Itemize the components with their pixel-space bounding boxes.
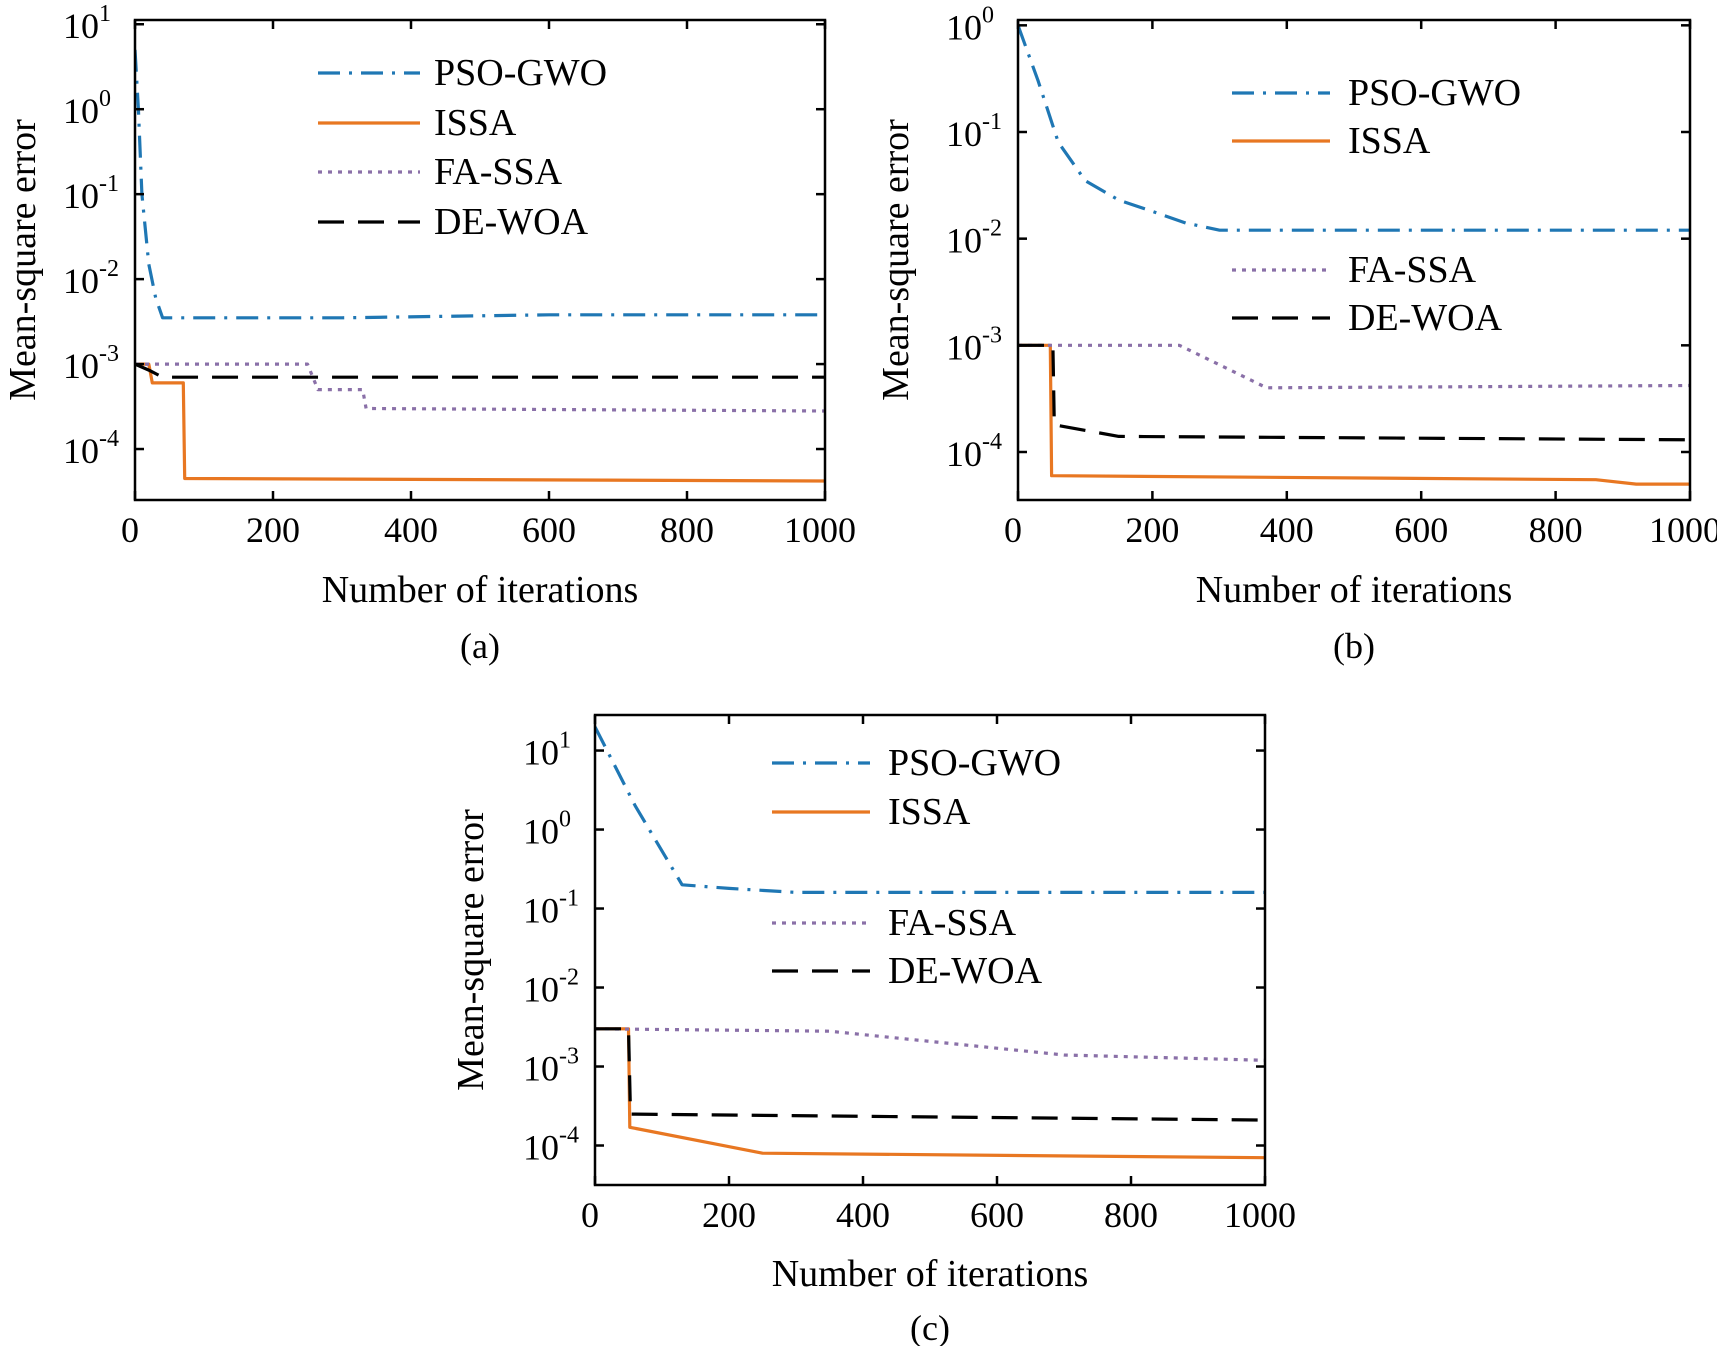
series-group bbox=[135, 49, 825, 483]
x-tick-label: 200 bbox=[246, 510, 300, 550]
series-line-de-woa bbox=[1018, 343, 1690, 442]
x-tick-label: 1000 bbox=[1224, 1195, 1296, 1235]
y-tick-label: 10-1 bbox=[63, 171, 119, 216]
legend-label-issa: ISSA bbox=[888, 791, 971, 833]
legend-label-pso-gwo: PSO-GWO bbox=[1348, 72, 1521, 114]
legend-label-pso-gwo: PSO-GWO bbox=[888, 742, 1061, 784]
panel-c: 0 200 400 600 800 1000 10-4 10-3 10-2 10-1 100 101 N… bbox=[450, 713, 1296, 1346]
x-tick-label: 200 bbox=[702, 1195, 756, 1235]
x-tick-label: 800 bbox=[1529, 510, 1583, 550]
x-tick-label: 200 bbox=[1125, 510, 1179, 550]
panel-a: 0 200 400 600 800 1000 10-4 10-3 10-2 10-1 100 101 N… bbox=[2, 1, 856, 666]
panel-label: (c) bbox=[910, 1308, 950, 1346]
legend-label-issa: ISSA bbox=[1348, 120, 1431, 162]
x-tick-label: 400 bbox=[384, 510, 438, 550]
legend-label-fa-ssa: FA-SSA bbox=[1348, 249, 1477, 291]
y-tick-label: 10-4 bbox=[946, 429, 1002, 474]
legend-label-de-woa: DE-WOA bbox=[1348, 297, 1503, 339]
x-axis-title: Number of iterations bbox=[1196, 569, 1513, 611]
x-tick-label: 800 bbox=[660, 510, 714, 550]
x-tick-label: 400 bbox=[1260, 510, 1314, 550]
series-line-pso-gwo bbox=[595, 726, 1265, 895]
x-axis-title: Number of iterations bbox=[772, 1253, 1089, 1295]
panel-label: (a) bbox=[460, 626, 500, 666]
x-tick-label: 600 bbox=[1394, 510, 1448, 550]
x-tick-label: 0 bbox=[121, 510, 139, 550]
series-line-pso-gwo bbox=[135, 49, 825, 320]
series-line-fa-ssa bbox=[135, 362, 825, 413]
legend-label-fa-ssa: FA-SSA bbox=[434, 151, 563, 193]
y-tick-label: 10-1 bbox=[523, 886, 579, 931]
series-line-de-woa bbox=[135, 362, 825, 379]
y-tick-label: 100 bbox=[523, 807, 571, 852]
panel-label: (b) bbox=[1333, 626, 1375, 666]
y-tick-label: 10-3 bbox=[63, 341, 119, 386]
y-tick-label: 10-2 bbox=[63, 256, 119, 301]
x-tick-label: 600 bbox=[522, 510, 576, 550]
y-tick-label: 10-3 bbox=[523, 1044, 579, 1089]
y-tick-label: 10-2 bbox=[523, 965, 579, 1010]
y-axis-title: Mean-square error bbox=[450, 809, 492, 1091]
x-axis-title: Number of iterations bbox=[322, 569, 639, 611]
series-group bbox=[1018, 24, 1690, 486]
y-tick-label: 10-4 bbox=[63, 426, 119, 471]
series-line-pso-gwo bbox=[1018, 24, 1690, 232]
panel-b: 0 200 400 600 800 1000 10-4 10-3 10-2 10-1 100 Numb… bbox=[875, 2, 1717, 666]
legend-label-de-woa: DE-WOA bbox=[888, 950, 1043, 992]
x-tick-label: 0 bbox=[1004, 510, 1022, 550]
legend-label-de-woa: DE-WOA bbox=[434, 201, 589, 243]
legend-label-issa: ISSA bbox=[434, 102, 517, 144]
y-tick-label: 10-4 bbox=[523, 1123, 579, 1168]
y-tick-label: 10-3 bbox=[946, 322, 1002, 367]
plot-frame bbox=[593, 713, 1267, 1187]
legend-label-fa-ssa: FA-SSA bbox=[888, 902, 1017, 944]
y-tick-label: 10-2 bbox=[946, 216, 1002, 261]
x-tick-label: 1000 bbox=[1649, 510, 1717, 550]
series-line-fa-ssa bbox=[595, 1027, 1265, 1062]
x-tick-label: 400 bbox=[836, 1195, 890, 1235]
legend: PSO-GWO ISSA FA-SSA DE-WOA bbox=[318, 52, 607, 243]
series-line-fa-ssa bbox=[1018, 343, 1690, 390]
plot-frame bbox=[1016, 18, 1692, 502]
y-tick-label: 10-1 bbox=[946, 109, 1002, 154]
y-tick-label: 101 bbox=[523, 728, 571, 773]
y-axis-title: Mean-square error bbox=[875, 119, 917, 401]
series-line-de-woa bbox=[595, 1027, 1265, 1122]
x-tick-label: 0 bbox=[581, 1195, 599, 1235]
y-tick-label: 100 bbox=[63, 86, 111, 131]
legend: PSO-GWO ISSA FA-SSA DE-WOA bbox=[772, 742, 1061, 992]
series-group bbox=[595, 726, 1265, 1160]
y-axis-title: Mean-square error bbox=[2, 119, 44, 401]
plot-frame bbox=[133, 18, 827, 502]
legend: PSO-GWO ISSA FA-SSA DE-WOA bbox=[1232, 72, 1521, 339]
y-tick-label: 101 bbox=[63, 1, 111, 46]
series-line-issa bbox=[135, 362, 825, 483]
y-tick-label: 100 bbox=[946, 2, 994, 47]
legend-label-pso-gwo: PSO-GWO bbox=[434, 52, 607, 94]
series-line-issa bbox=[1018, 343, 1690, 486]
x-tick-label: 1000 bbox=[784, 510, 856, 550]
x-tick-label: 800 bbox=[1104, 1195, 1158, 1235]
x-tick-label: 600 bbox=[970, 1195, 1024, 1235]
series-line-issa bbox=[595, 1027, 1265, 1160]
